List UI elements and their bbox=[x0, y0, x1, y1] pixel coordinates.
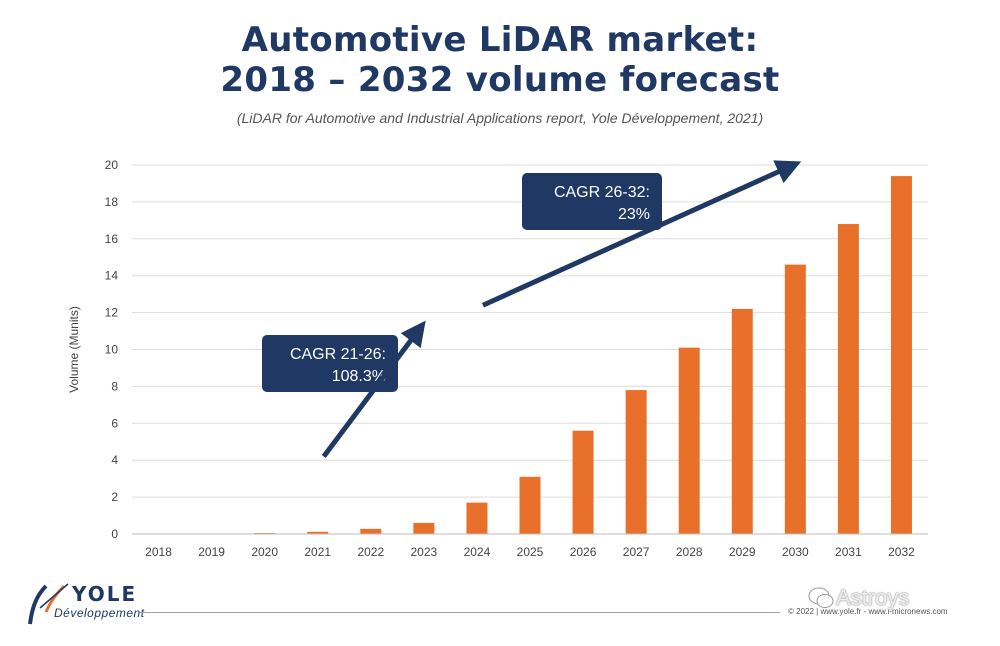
chart-subtitle: (LiDAR for Automotive and Industrial App… bbox=[236, 110, 764, 126]
y-tick-label: 16 bbox=[105, 232, 119, 246]
bar-2024 bbox=[466, 502, 488, 534]
bar-2028 bbox=[678, 347, 700, 534]
title-line-1: Automotive LiDAR market: bbox=[241, 20, 759, 60]
x-tick-label-2021: 2021 bbox=[304, 545, 331, 559]
bar-2030 bbox=[784, 264, 806, 534]
cagr-annotation-2: CAGR 26-32: 23% bbox=[522, 173, 662, 230]
bar-2022 bbox=[360, 528, 382, 534]
yole-logo: YOLE Développement bbox=[24, 582, 154, 626]
footer-divider bbox=[140, 612, 780, 613]
bar-2027 bbox=[625, 390, 647, 534]
y-tick-label: 0 bbox=[111, 527, 118, 541]
y-tick-label: 14 bbox=[105, 269, 119, 283]
y-tick-label: 12 bbox=[105, 306, 119, 320]
y-tick-label: 20 bbox=[105, 158, 119, 172]
x-tick-label-2032: 2032 bbox=[888, 545, 915, 559]
yole-logo-mark-icon bbox=[28, 583, 69, 625]
cagr-value-2: 23% bbox=[618, 206, 650, 223]
x-tick-label-2030: 2030 bbox=[782, 545, 809, 559]
bar-2029 bbox=[731, 308, 753, 534]
bar-2025 bbox=[519, 476, 541, 534]
cagr-label-1: CAGR 21-26: bbox=[290, 346, 386, 363]
y-tick-label: 4 bbox=[111, 453, 118, 467]
cagr-label-2: CAGR 26-32: bbox=[554, 184, 650, 201]
x-tick-label-2020: 2020 bbox=[251, 545, 278, 559]
logo-sub-text: Développement bbox=[54, 606, 145, 620]
bar-2031 bbox=[837, 224, 859, 535]
trend-arrow-1 bbox=[321, 320, 426, 459]
y-tick-label: 18 bbox=[105, 195, 119, 209]
title-line-2: 2018 – 2032 volume forecast bbox=[220, 60, 780, 100]
wechat-icon bbox=[808, 587, 834, 608]
x-tick-label-2028: 2028 bbox=[676, 545, 703, 559]
x-tick-label-2022: 2022 bbox=[357, 545, 384, 559]
cagr-value-1: 108.3% bbox=[332, 368, 386, 385]
cagr-box-2 bbox=[522, 173, 662, 230]
bar-2026 bbox=[572, 430, 594, 534]
y-tick-label: 2 bbox=[111, 490, 118, 504]
x-tick-label-2018: 2018 bbox=[145, 545, 172, 559]
bar-2032 bbox=[890, 176, 912, 534]
cagr-annotation-1: CAGR 21-26: 108.3% bbox=[262, 335, 398, 392]
y-tick-label: 8 bbox=[111, 379, 118, 393]
trend-arrow-2 bbox=[481, 160, 802, 308]
y-tick-label: 10 bbox=[105, 343, 119, 357]
y-axis-label: Volume (Munits) bbox=[67, 306, 81, 393]
y-tick-label: 6 bbox=[111, 416, 118, 430]
copyright-text: © 2022 | www.yole.fr - www.i-micronews.c… bbox=[788, 607, 948, 616]
x-tick-label-2029: 2029 bbox=[729, 545, 756, 559]
bar-2021 bbox=[307, 531, 329, 534]
x-tick-label-2026: 2026 bbox=[570, 545, 597, 559]
x-tick-label-2027: 2027 bbox=[623, 545, 650, 559]
x-tick-label-2023: 2023 bbox=[411, 545, 438, 559]
bar-2023 bbox=[413, 522, 435, 534]
x-tick-label-2019: 2019 bbox=[198, 545, 225, 559]
watermark-text: Astroys bbox=[836, 585, 910, 610]
cagr-box-1 bbox=[262, 335, 398, 392]
x-tick-label-2024: 2024 bbox=[464, 545, 491, 559]
chart-title: Automotive LiDAR market: 2018 – 2032 vol… bbox=[0, 20, 1000, 100]
logo-brand-text: YOLE bbox=[72, 582, 138, 606]
x-tick-label-2025: 2025 bbox=[517, 545, 544, 559]
x-tick-label-2031: 2031 bbox=[835, 545, 862, 559]
